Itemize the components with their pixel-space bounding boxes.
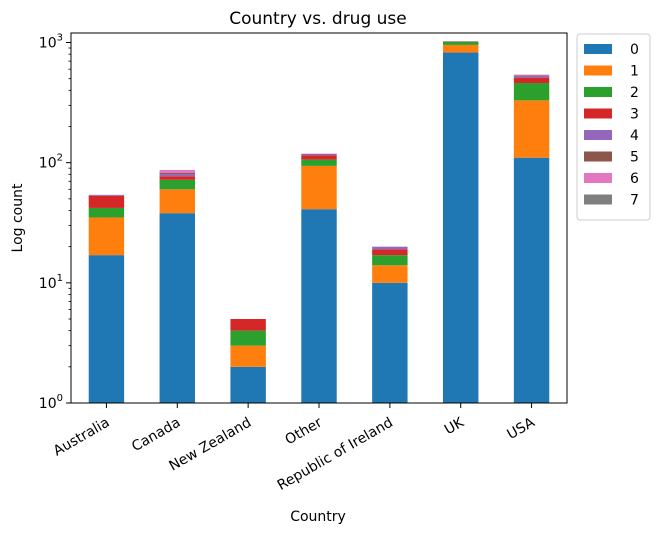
bar-segment xyxy=(301,209,337,403)
legend-swatch xyxy=(584,130,612,140)
bar-segment xyxy=(88,195,125,208)
bar-segment xyxy=(230,319,266,331)
y-axis: 100 101 102 103 xyxy=(39,33,71,412)
bar-segment xyxy=(230,345,266,367)
x-tick-label: Canada xyxy=(129,415,183,455)
bar-segment xyxy=(88,255,125,403)
legend-swatch xyxy=(584,151,612,162)
bar-segment xyxy=(443,41,479,45)
bar-segment xyxy=(372,282,408,403)
bar-segment xyxy=(88,194,125,196)
chart-title: Country vs. drug use xyxy=(229,9,407,29)
x-axis-label: Country xyxy=(290,509,346,525)
bar-segment xyxy=(372,265,408,283)
legend-label: 7 xyxy=(630,193,639,209)
y-axis-label: Log count xyxy=(10,183,26,252)
bar-segment xyxy=(159,173,195,175)
bar-segment xyxy=(159,174,195,177)
bar-segment xyxy=(159,176,195,180)
legend-swatch xyxy=(584,194,612,205)
bars-layer xyxy=(88,41,550,404)
legend-label: 2 xyxy=(630,85,639,101)
bar-segment xyxy=(230,330,266,346)
legend-label: 3 xyxy=(630,107,639,123)
bar-segment xyxy=(301,154,337,156)
legend-swatch xyxy=(584,65,612,76)
bar-segment xyxy=(513,83,550,101)
y-tick-label: 101 xyxy=(39,273,63,292)
bar-segment xyxy=(159,179,195,190)
y-tick-label: 102 xyxy=(39,153,63,172)
bar-segment xyxy=(513,157,550,403)
bar-segment xyxy=(443,44,479,53)
bar-segment xyxy=(372,255,408,266)
legend-swatch xyxy=(584,44,612,54)
bar-segment xyxy=(513,75,550,78)
bar-segment xyxy=(301,165,337,210)
x-tick-label: Republic of Ireland xyxy=(275,415,396,494)
bar-segment xyxy=(301,155,337,160)
legend-swatch xyxy=(584,87,612,97)
legend-label: 1 xyxy=(630,64,639,80)
bar-segment xyxy=(513,100,550,158)
bar-segment xyxy=(230,366,266,403)
x-tick-label: Other xyxy=(283,414,326,448)
legend-label: 0 xyxy=(630,42,639,58)
x-tick-label: UK xyxy=(442,414,468,438)
x-tick-label: Australia xyxy=(51,415,113,460)
bar-segment xyxy=(88,217,125,256)
bar-segment xyxy=(513,77,550,84)
bar-segment xyxy=(372,246,408,250)
legend: 0 1 2 3 4 5 6 7 xyxy=(576,33,651,221)
bar-segment xyxy=(88,207,125,218)
bar-segment xyxy=(372,249,408,256)
legend-label: 6 xyxy=(630,171,639,187)
legend-frame xyxy=(576,33,651,221)
legend-swatch xyxy=(584,173,612,183)
x-tick-label: USA xyxy=(504,414,537,443)
legend-label: 4 xyxy=(630,128,639,144)
bar-segment xyxy=(301,159,337,166)
bar-segment xyxy=(159,169,195,174)
y-tick-label: 100 xyxy=(39,393,63,412)
bar-segment xyxy=(443,52,479,404)
legend-label: 5 xyxy=(630,150,639,166)
bar-segment xyxy=(159,213,195,403)
bar-segment xyxy=(159,189,195,214)
legend-swatch xyxy=(584,108,612,119)
y-tick-label: 103 xyxy=(39,33,63,52)
